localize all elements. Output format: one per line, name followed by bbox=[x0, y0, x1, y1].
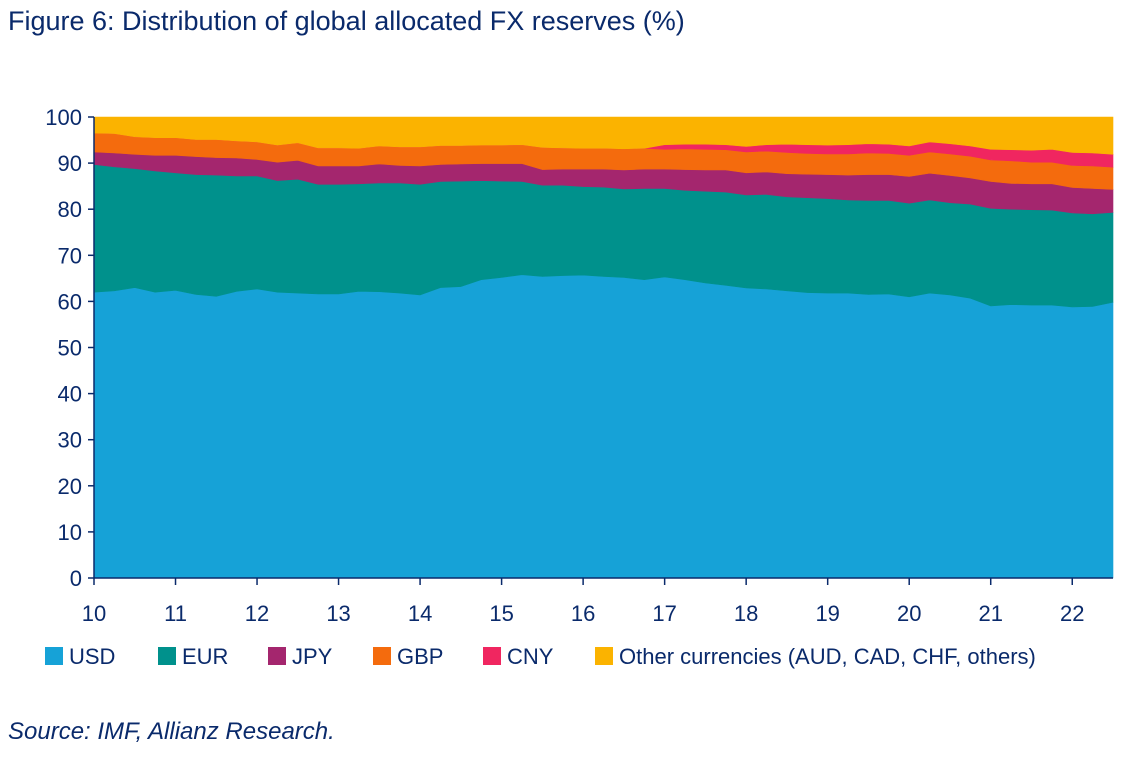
y-tick-label: 90 bbox=[58, 151, 82, 176]
legend-label: GBP bbox=[397, 644, 443, 669]
x-tick-label: 20 bbox=[897, 601, 921, 626]
legend: USD EUR JPY GBP CNY Other currencies (AUD, CA… bbox=[45, 644, 1036, 669]
y-tick-label: 50 bbox=[58, 336, 82, 361]
series-area-other bbox=[93, 116, 1114, 155]
legend-swatch bbox=[158, 647, 176, 665]
y-tick-label: 0 bbox=[70, 566, 82, 591]
x-tick-label: 22 bbox=[1060, 601, 1084, 626]
legend-label: CNY bbox=[507, 644, 554, 669]
y-tick-label: 20 bbox=[58, 474, 82, 499]
legend-swatch bbox=[373, 647, 391, 665]
y-tick-label: 10 bbox=[58, 520, 82, 545]
x-tick-label: 13 bbox=[326, 601, 350, 626]
source-note: Source: IMF, Allianz Research. bbox=[8, 718, 335, 745]
x-tick-label: 19 bbox=[815, 601, 839, 626]
y-tick-label: 70 bbox=[58, 243, 82, 268]
chart-title: Figure 6: Distribution of global allocat… bbox=[8, 6, 685, 36]
x-tick-label: 18 bbox=[734, 601, 758, 626]
x-tick-label: 16 bbox=[571, 601, 595, 626]
legend-swatch bbox=[45, 647, 63, 665]
x-tick-label: 11 bbox=[164, 601, 187, 626]
y-tick-label: 80 bbox=[58, 197, 82, 222]
y-tick-label: 40 bbox=[58, 382, 82, 407]
area-layer bbox=[93, 116, 1114, 579]
legend-swatch bbox=[595, 647, 613, 665]
legend-label: EUR bbox=[182, 644, 228, 669]
legend-swatch bbox=[268, 647, 286, 665]
x-tick-label: 10 bbox=[82, 601, 106, 626]
x-tick-label: 17 bbox=[652, 601, 676, 626]
x-tick-label: 15 bbox=[489, 601, 513, 626]
x-tick-label: 14 bbox=[408, 601, 432, 626]
legend-label: JPY bbox=[292, 644, 333, 669]
x-tick-label: 21 bbox=[978, 601, 1002, 626]
legend-label: Other currencies (AUD, CAD, CHF, others) bbox=[619, 644, 1036, 669]
y-tick-label: 100 bbox=[45, 105, 82, 130]
y-tick-label: 30 bbox=[58, 428, 82, 453]
x-tick-label: 12 bbox=[245, 601, 269, 626]
y-tick-label: 60 bbox=[58, 289, 82, 314]
legend-label: USD bbox=[69, 644, 115, 669]
series-area-usd bbox=[93, 274, 1114, 579]
legend-swatch bbox=[483, 647, 501, 665]
